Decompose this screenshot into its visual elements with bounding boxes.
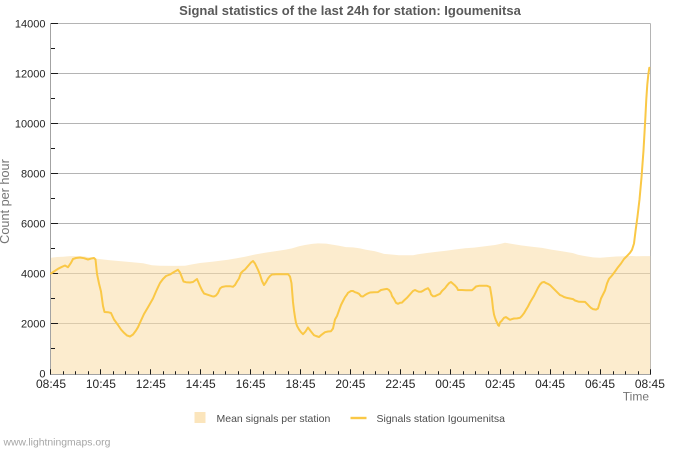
svg-text:10000: 10000: [15, 118, 46, 130]
svg-text:04:45: 04:45: [535, 377, 565, 391]
svg-text:4000: 4000: [21, 268, 45, 280]
svg-text:12000: 12000: [15, 68, 46, 80]
svg-text:Count per hour: Count per hour: [0, 158, 12, 243]
svg-text:Mean signals per station: Mean signals per station: [217, 413, 331, 425]
svg-text:14:45: 14:45: [186, 377, 216, 391]
svg-text:18:45: 18:45: [285, 377, 315, 391]
svg-text:8000: 8000: [21, 168, 45, 180]
svg-text:08:45: 08:45: [36, 377, 66, 391]
svg-text:22:45: 22:45: [385, 377, 415, 391]
svg-text:14000: 14000: [15, 18, 46, 30]
svg-text:Time: Time: [623, 390, 650, 404]
svg-text:12:45: 12:45: [136, 377, 166, 391]
svg-text:10:45: 10:45: [86, 377, 116, 391]
svg-text:06:45: 06:45: [585, 377, 615, 391]
svg-text:Signal statistics of the last: Signal statistics of the last 24h for st…: [179, 3, 521, 18]
svg-text:www.lightningmaps.org: www.lightningmaps.org: [3, 437, 111, 448]
svg-text:2000: 2000: [21, 318, 45, 330]
svg-text:08:45: 08:45: [635, 377, 665, 391]
svg-text:20:45: 20:45: [335, 377, 365, 391]
svg-text:0: 0: [39, 368, 45, 380]
svg-text:02:45: 02:45: [485, 377, 515, 391]
svg-text:6000: 6000: [21, 218, 45, 230]
svg-text:00:45: 00:45: [435, 377, 465, 391]
svg-text:Signals station Igoumenitsa: Signals station Igoumenitsa: [377, 413, 506, 425]
svg-text:16:45: 16:45: [236, 377, 266, 391]
